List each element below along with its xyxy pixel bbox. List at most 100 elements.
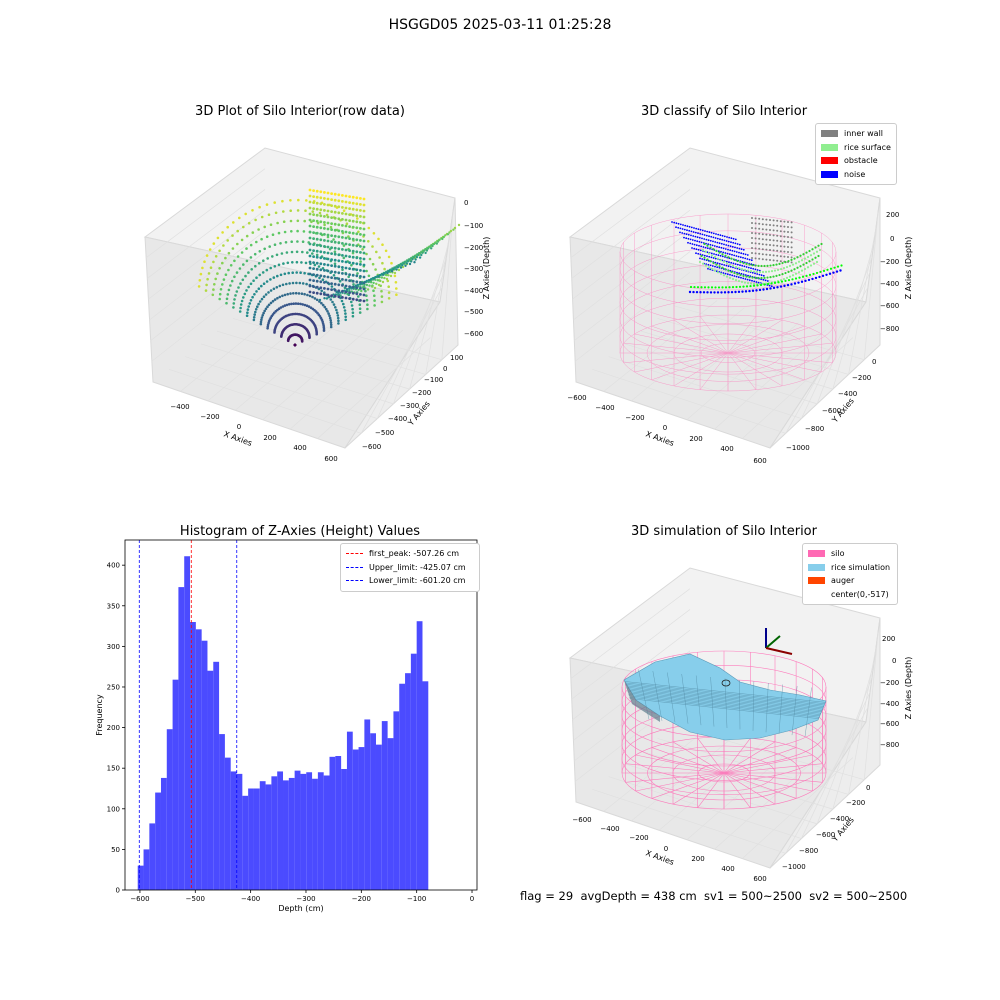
noise-point [697, 228, 700, 231]
noise-point [707, 259, 710, 262]
data-point [341, 272, 344, 275]
data-point [308, 230, 312, 234]
noise-point [708, 235, 710, 238]
data-point [325, 307, 328, 311]
data-point [348, 207, 351, 211]
data-point [319, 220, 323, 224]
data-point [308, 278, 312, 282]
data-point [227, 251, 231, 255]
data-point [323, 233, 326, 236]
data-point [377, 275, 380, 278]
data-point [390, 270, 394, 273]
data-point [330, 282, 333, 285]
data-point [362, 215, 366, 219]
gridline [573, 230, 691, 321]
data-point [301, 303, 305, 306]
data-point [218, 267, 221, 270]
data-point [359, 209, 362, 212]
data-point [330, 276, 333, 279]
data-point [308, 218, 312, 222]
data-point [319, 226, 323, 230]
data-point [351, 201, 355, 205]
data-point [337, 283, 341, 287]
data-point [402, 262, 405, 265]
data-point [359, 233, 362, 236]
data-point [269, 301, 273, 305]
data-point [233, 298, 236, 301]
data-point [219, 288, 223, 291]
noise-point [681, 232, 684, 234]
noise-point [697, 232, 699, 235]
noise-point [709, 264, 712, 267]
data-point [356, 217, 359, 220]
data-point [333, 222, 337, 226]
data-point [327, 312, 330, 315]
data-point [457, 223, 461, 227]
data-point [438, 238, 441, 241]
silo-floor-spoke [727, 316, 757, 354]
data-point [303, 292, 306, 296]
data-point [355, 226, 359, 230]
data-point [322, 329, 326, 332]
data-point [359, 275, 362, 278]
data-point [260, 215, 264, 219]
data-point [308, 242, 312, 246]
data-point [263, 309, 267, 313]
data-point [362, 227, 366, 231]
gridline [317, 337, 431, 439]
noise-point [721, 255, 724, 258]
data-point [279, 306, 283, 309]
noise-point [695, 227, 698, 230]
data-point [296, 229, 299, 233]
data-point [199, 272, 203, 276]
raw-x-tick: 0 [237, 423, 241, 431]
data-point [368, 257, 372, 261]
data-point [351, 307, 354, 311]
data-point [436, 240, 440, 243]
data-point [377, 237, 380, 241]
noise-point [716, 262, 719, 265]
data-point [413, 261, 416, 264]
data-point [337, 319, 340, 323]
data-point [296, 240, 299, 243]
data-point [308, 272, 312, 276]
data-point [326, 215, 330, 219]
gridline [425, 227, 452, 375]
data-point [329, 225, 333, 229]
noise-point [700, 245, 703, 248]
data-point [308, 212, 312, 216]
noise-point [696, 240, 699, 243]
data-point [359, 203, 362, 206]
data-point [414, 254, 417, 257]
noise-point [681, 228, 684, 230]
data-point [224, 273, 228, 277]
data-point [319, 280, 323, 284]
data-point [356, 283, 360, 286]
data-point [350, 304, 354, 307]
data-point [387, 274, 390, 277]
data-point [321, 278, 325, 282]
data-point [330, 228, 333, 232]
simulation-legend: silo rice simulation auger center(0,-517… [802, 543, 898, 605]
data-point [312, 243, 315, 247]
legend-entry: silo [808, 547, 892, 561]
simulation-z-axis-label: Z Axies (Depth) [904, 657, 913, 720]
gridline [168, 368, 362, 434]
noise-point [714, 257, 717, 260]
data-point [279, 242, 282, 245]
data-point [262, 259, 265, 263]
data-point [329, 319, 333, 322]
data-point [287, 303, 291, 306]
data-point [319, 262, 323, 266]
data-point [387, 270, 391, 273]
classify-3d-gridlines [570, 168, 879, 439]
noise-point [731, 274, 734, 277]
data-point [334, 306, 337, 309]
data-point [302, 230, 306, 233]
data-point [326, 245, 330, 249]
noise-point [699, 257, 701, 260]
data-point [323, 305, 327, 309]
data-point [315, 225, 319, 229]
noise-point [703, 234, 706, 236]
data-point [362, 281, 366, 285]
